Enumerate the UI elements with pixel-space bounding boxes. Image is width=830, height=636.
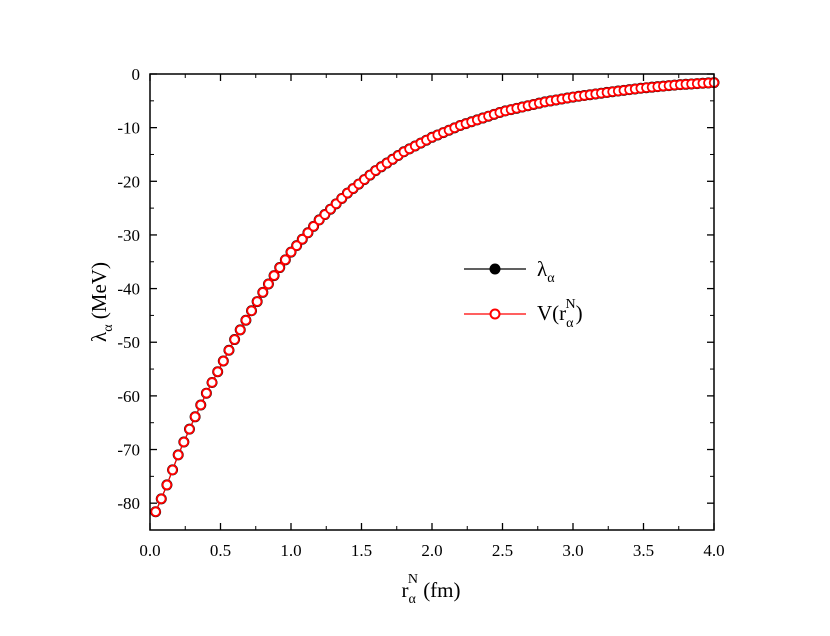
data-point-potential bbox=[212, 366, 223, 377]
legend-entry-potential: V(rαN) bbox=[464, 297, 583, 331]
y-tick-label: -60 bbox=[117, 387, 140, 406]
legend-label-potential: V(rαN) bbox=[537, 297, 583, 331]
legend: λα V(rαN) bbox=[464, 257, 583, 331]
data-point-potential bbox=[280, 254, 291, 266]
data-point-potential bbox=[291, 240, 302, 251]
data-point-potential bbox=[195, 399, 206, 411]
series-potential bbox=[150, 77, 720, 517]
y-tick-label: -80 bbox=[117, 494, 140, 513]
x-tick-label: 2.5 bbox=[492, 541, 513, 560]
y-tick-label: -50 bbox=[117, 333, 140, 352]
x-tick-label: 3.5 bbox=[633, 541, 654, 560]
y-tick-label: 0 bbox=[132, 65, 141, 84]
series-lambda bbox=[150, 77, 720, 518]
data-point-potential bbox=[161, 479, 173, 491]
data-point-potential bbox=[240, 315, 252, 326]
data-point-potential bbox=[302, 227, 314, 238]
x-tick-label: 2.0 bbox=[421, 541, 442, 560]
x-tick-label: 4.0 bbox=[703, 541, 724, 560]
x-axis-title: rαN (fm) bbox=[401, 572, 460, 607]
data-point-potential bbox=[308, 221, 319, 232]
y-tick-label: -70 bbox=[117, 441, 140, 460]
data-point-potential bbox=[229, 334, 240, 345]
legend-label-lambda: λα bbox=[537, 257, 555, 286]
data-point-potential bbox=[184, 423, 195, 435]
series-line-1 bbox=[155, 81, 715, 513]
data-point-potential bbox=[263, 278, 274, 290]
data-point-potential bbox=[156, 493, 167, 505]
data-point-potential bbox=[172, 449, 184, 461]
y-axis-title: λα (MeV) bbox=[87, 262, 116, 342]
data-point-potential bbox=[235, 324, 246, 336]
data-point-potential bbox=[218, 355, 229, 367]
data-point-potential bbox=[189, 411, 201, 423]
x-tick-label: 1.5 bbox=[351, 541, 372, 560]
legend-marker-lambda bbox=[489, 263, 501, 275]
data-point-potential bbox=[223, 345, 235, 356]
data-point-potential bbox=[268, 270, 280, 281]
legend-entry-lambda: λα bbox=[464, 257, 555, 286]
data-point-potential bbox=[257, 287, 269, 298]
data-point-potential bbox=[206, 377, 218, 388]
legend-marker-potential bbox=[489, 308, 501, 320]
plot-frame bbox=[149, 73, 715, 531]
axis-ticks: 0.0 0.5 1.0 1.5 2.0 2.5 3.0 3.5 4.0 0 -10 -20 -30 -40… bbox=[117, 65, 724, 560]
data-point-potential bbox=[201, 388, 212, 399]
data-point-potential bbox=[285, 246, 297, 258]
data-point-potential bbox=[251, 296, 263, 307]
y-tick-label: -40 bbox=[117, 280, 140, 299]
data-point-potential bbox=[246, 305, 257, 316]
data-point-potential bbox=[150, 506, 161, 517]
x-tick-label: 1.0 bbox=[280, 541, 301, 560]
x-tick-label: 0.0 bbox=[139, 541, 160, 560]
data-point-potential bbox=[297, 234, 308, 245]
x-tick-label: 3.0 bbox=[562, 541, 583, 560]
y-tick-label: -20 bbox=[117, 172, 140, 191]
data-point-potential bbox=[178, 436, 190, 448]
data-point-potential bbox=[167, 464, 178, 476]
y-tick-label: -10 bbox=[117, 119, 140, 138]
series-line-0 bbox=[155, 81, 715, 513]
y-tick-label: -30 bbox=[117, 226, 140, 245]
x-tick-label: 0.5 bbox=[210, 541, 231, 560]
data-point-potential bbox=[274, 262, 285, 273]
